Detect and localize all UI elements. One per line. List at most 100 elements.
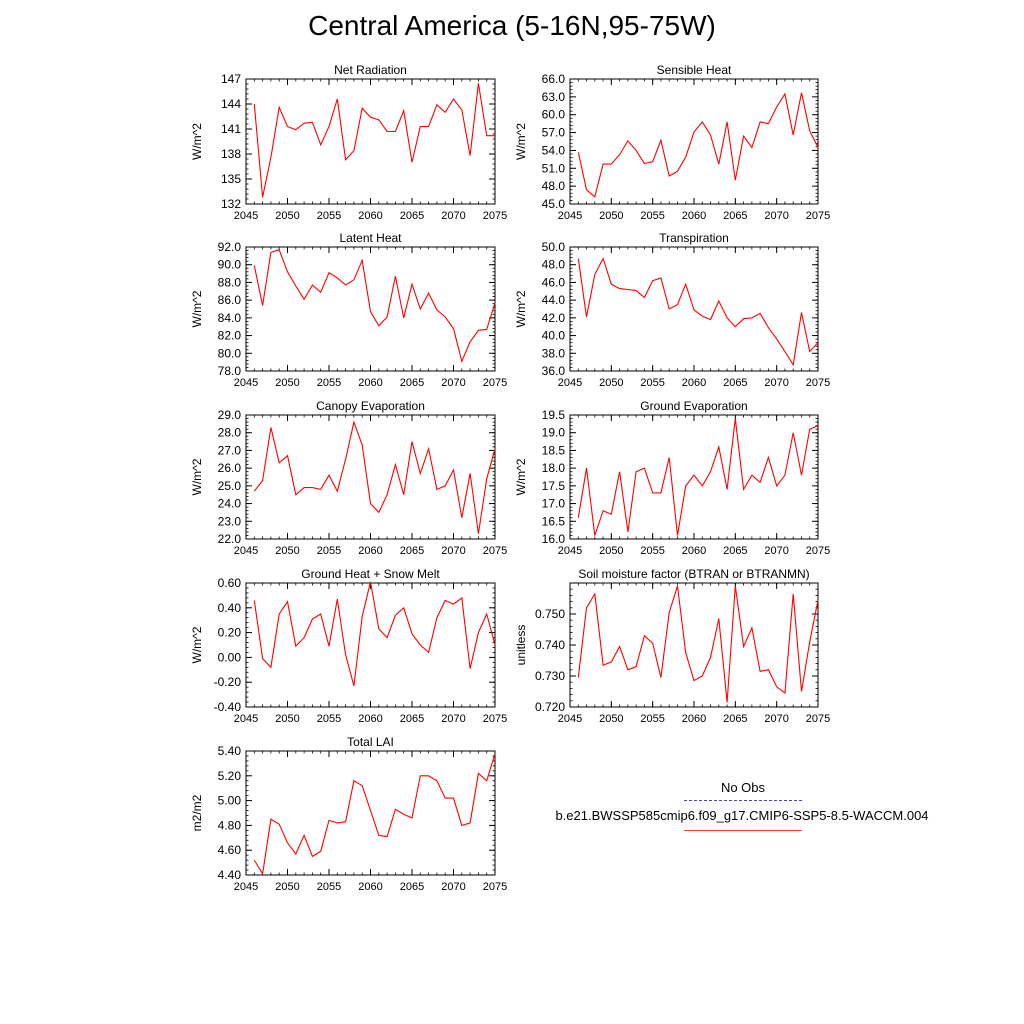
series-line (253, 83, 495, 198)
x-tick-label: 2045 (234, 881, 258, 893)
x-tick-label: 2055 (640, 545, 664, 557)
x-tick-label: 2060 (682, 713, 706, 725)
y-tick-label: 78.0 (218, 364, 242, 378)
series-line (577, 585, 819, 703)
x-tick-label: 2060 (358, 713, 382, 725)
x-tick-label: 2070 (441, 377, 465, 389)
legend-line-model (684, 830, 802, 831)
x-tick-label: 2075 (483, 545, 507, 557)
x-tick-label: 2045 (558, 545, 582, 557)
panel-title: Ground Evaporation (640, 399, 747, 413)
y-tick-label: 66.0 (542, 72, 566, 86)
x-tick-label: 2065 (723, 545, 747, 557)
x-tick-label: 2060 (358, 210, 382, 222)
y-tick-label: 0.60 (218, 576, 242, 590)
x-tick-label: 2045 (234, 713, 258, 725)
y-axis-label: unitless (514, 625, 528, 666)
x-tick-label: 2075 (483, 713, 507, 725)
y-tick-label: 82.0 (218, 329, 242, 343)
series-line (253, 420, 496, 534)
y-tick-label: 28.0 (218, 426, 242, 440)
y-tick-label: -0.20 (214, 675, 242, 689)
panel-4: Transpiration 2045 2050 2055 2060 2065 2070 207… (514, 231, 830, 389)
series-line (253, 581, 496, 687)
x-tick-label: 2060 (358, 377, 382, 389)
y-axis-label: W/m^2 (514, 458, 528, 495)
y-tick-label: 5.20 (218, 769, 242, 783)
x-tick-label: 2050 (599, 377, 623, 389)
x-tick-label: 2050 (275, 713, 299, 725)
y-tick-label: 29.0 (218, 408, 242, 422)
x-tick-label: 2075 (806, 713, 830, 725)
panel-title: Ground Heat + Snow Melt (301, 567, 440, 581)
y-tick-label: 48.0 (542, 258, 566, 272)
y-tick-label: 54.0 (542, 143, 566, 157)
series-line (577, 92, 819, 198)
y-tick-label: 63.0 (542, 90, 566, 104)
y-tick-label: 45.0 (542, 197, 566, 211)
y-tick-label: 40.0 (542, 329, 566, 343)
x-tick-label: 2045 (234, 377, 258, 389)
plot-frame (245, 414, 496, 540)
panel-title: Latent Heat (339, 231, 402, 245)
x-tick-label: 2050 (275, 881, 299, 893)
x-tick-label: 2060 (682, 210, 706, 222)
y-tick-label: 0.730 (535, 669, 565, 683)
y-tick-label: 19.5 (542, 408, 566, 422)
y-tick-label: 24.0 (218, 497, 242, 511)
x-tick-label: 2045 (558, 377, 582, 389)
x-tick-label: 2055 (317, 881, 341, 893)
y-tick-label: 0.20 (218, 626, 242, 640)
x-tick-label: 2050 (275, 210, 299, 222)
x-tick-label: 2075 (483, 210, 507, 222)
x-tick-label: 2065 (400, 881, 424, 893)
x-tick-label: 2045 (558, 210, 582, 222)
x-tick-label: 2055 (640, 713, 664, 725)
y-tick-label: 138 (221, 147, 241, 161)
panel-title: Soil moisture factor (BTRAN or BTRANMN) (578, 567, 809, 581)
series-line (253, 249, 496, 364)
x-tick-label: 2065 (400, 377, 424, 389)
x-tick-label: 2055 (640, 210, 664, 222)
x-tick-label: 2060 (682, 545, 706, 557)
y-tick-label: 60.0 (542, 108, 566, 122)
panel-1: Net Radiation 2045 2050 2055 2060 2065 2070 207… (190, 63, 507, 222)
x-tick-label: 2045 (558, 713, 582, 725)
x-tick-label: 2055 (317, 210, 341, 222)
y-tick-label: 4.40 (218, 868, 242, 882)
y-axis-label: W/m^2 (190, 290, 204, 327)
panel-2: Sensible Heat 2045 2050 2055 2060 2065 2070 207… (514, 63, 830, 222)
y-tick-label: 42.0 (542, 311, 566, 325)
y-tick-label: 84.0 (218, 311, 242, 325)
y-tick-label: 0.40 (218, 601, 242, 615)
y-tick-label: 50.0 (542, 240, 566, 254)
x-tick-label: 2060 (358, 545, 382, 557)
y-tick-label: 132 (221, 197, 241, 211)
y-tick-label: 19.0 (542, 426, 566, 440)
y-tick-label: 0.00 (218, 650, 242, 664)
panel-title: Canopy Evaporation (316, 399, 425, 413)
y-tick-label: 80.0 (218, 346, 242, 360)
panel-8: Soil moisture factor (BTRAN or BTRANMN) 2… (514, 567, 830, 725)
y-tick-label: 46.0 (542, 275, 566, 289)
x-tick-label: 2065 (400, 545, 424, 557)
y-tick-label: 16.5 (542, 514, 566, 528)
panel-title: Total LAI (347, 735, 394, 749)
y-tick-label: 22.0 (218, 532, 242, 546)
plot-frame (569, 582, 819, 708)
x-tick-label: 2055 (317, 377, 341, 389)
x-tick-label: 2065 (400, 210, 424, 222)
x-tick-label: 2055 (317, 545, 341, 557)
y-tick-label: 135 (221, 172, 241, 186)
y-tick-label: 86.0 (218, 293, 242, 307)
x-tick-label: 2075 (483, 377, 507, 389)
y-tick-label: 0.720 (535, 700, 565, 714)
y-axis-label: m2/m2 (190, 794, 204, 831)
y-tick-label: 26.0 (218, 461, 242, 475)
y-tick-label: 16.0 (542, 532, 566, 546)
series-line (577, 257, 819, 367)
plot-frame (245, 78, 496, 205)
y-tick-label: 0.740 (535, 638, 565, 652)
series-line (253, 753, 496, 876)
